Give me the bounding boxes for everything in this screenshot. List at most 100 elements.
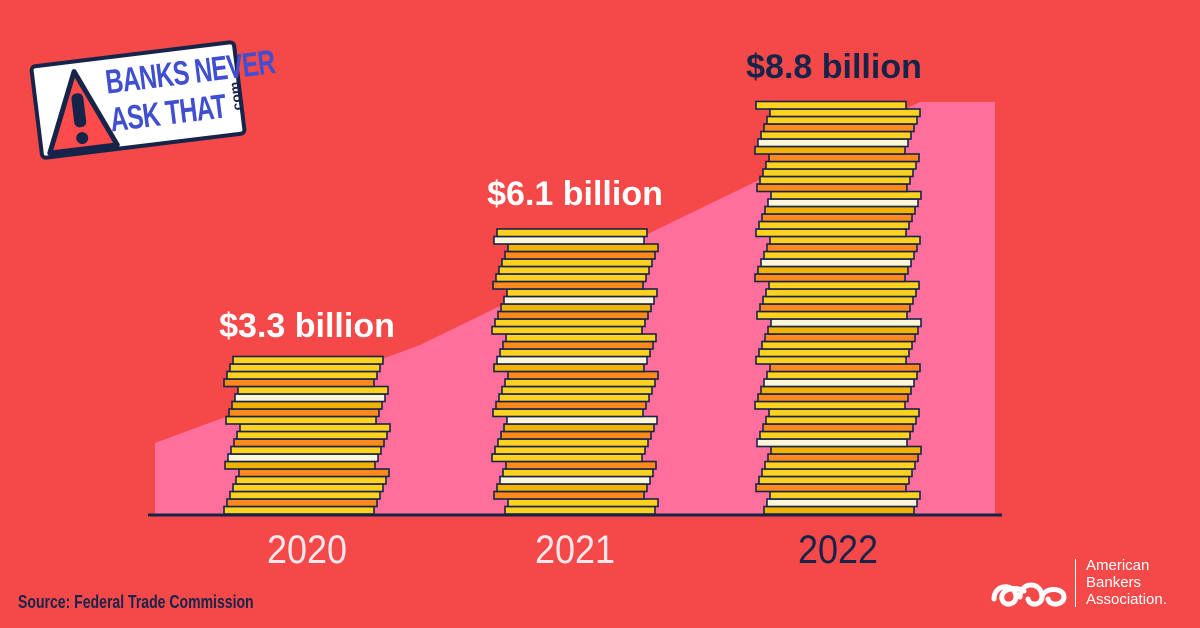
coin	[498, 393, 650, 403]
coin	[763, 378, 915, 388]
coin	[760, 385, 912, 395]
coin	[764, 333, 916, 343]
value-label-2021: $6.1 billion	[487, 175, 663, 213]
coin	[766, 115, 918, 125]
coin	[758, 475, 910, 485]
coin	[755, 100, 907, 110]
coin	[503, 423, 655, 433]
coin	[224, 460, 376, 470]
coin	[757, 265, 909, 275]
coin	[506, 415, 658, 425]
coin	[762, 168, 914, 178]
coin	[503, 295, 655, 305]
coin-stacks	[223, 100, 922, 515]
x-tick-labels: 2020 2021 2022	[267, 528, 878, 572]
coin	[495, 400, 647, 410]
coin	[492, 280, 644, 290]
coin	[767, 453, 919, 463]
coin	[765, 288, 917, 298]
coin	[766, 243, 918, 253]
coin	[501, 385, 653, 395]
coin	[239, 423, 391, 433]
coin	[766, 370, 918, 380]
coin	[754, 145, 906, 155]
coin	[493, 490, 645, 500]
coin	[232, 483, 384, 493]
logo-suffix: .com	[226, 80, 247, 116]
coin	[226, 370, 378, 380]
coin	[756, 183, 908, 193]
coin	[493, 235, 645, 245]
banks-never-ask-that-logo[interactable]: BANKS NEVER ASK THAT .com	[28, 39, 277, 161]
coin	[499, 348, 651, 358]
coin	[499, 475, 651, 485]
coin	[228, 408, 380, 418]
coin	[755, 228, 907, 238]
x-tick-2021: 2021	[535, 528, 615, 572]
coin	[230, 445, 382, 455]
coin	[755, 355, 907, 365]
coin	[764, 205, 916, 215]
coin	[494, 318, 646, 328]
coin	[765, 415, 917, 425]
coin	[236, 430, 388, 440]
coin	[769, 235, 921, 245]
coin	[238, 468, 390, 478]
coin	[502, 468, 654, 478]
coin	[767, 198, 919, 208]
coin	[765, 160, 917, 170]
coin	[235, 475, 387, 485]
aba-divider	[1075, 559, 1076, 607]
coin	[769, 490, 921, 500]
coin	[761, 468, 913, 478]
coin	[495, 273, 647, 283]
coin	[757, 138, 909, 148]
value-labels: $3.3 billion $6.1 billion $8.8 billion	[219, 48, 922, 345]
coin	[756, 310, 908, 320]
coin	[491, 453, 643, 463]
coin	[768, 280, 920, 290]
coin	[229, 363, 381, 373]
coin	[507, 370, 659, 380]
coin	[225, 415, 377, 425]
coin	[504, 505, 656, 515]
coin	[761, 213, 913, 223]
coin	[763, 250, 915, 260]
source-note: Source: Federal Trade Commission	[18, 592, 254, 612]
coin	[233, 438, 385, 448]
aba-name: American Bankers Association.	[1086, 557, 1167, 608]
coin	[763, 505, 915, 515]
coin	[496, 483, 648, 493]
coin	[234, 393, 386, 403]
coin	[766, 498, 918, 508]
coin	[763, 123, 915, 133]
coin	[755, 483, 907, 493]
coin	[232, 355, 384, 365]
coin	[768, 153, 920, 163]
value-label-2020: $3.3 billion	[219, 307, 395, 345]
coin	[500, 430, 652, 440]
coin	[237, 385, 389, 395]
coin	[758, 220, 910, 230]
x-tick-2020: 2020	[267, 528, 347, 572]
bar-2021	[491, 228, 659, 515]
coin	[759, 175, 911, 185]
coin	[227, 453, 379, 463]
coin	[756, 438, 908, 448]
coin	[754, 400, 906, 410]
coin	[507, 498, 659, 508]
coin	[504, 250, 656, 260]
coin	[223, 505, 375, 515]
aba-name-line-2: Bankers	[1086, 574, 1142, 591]
coin	[505, 460, 657, 470]
aba-name-line-3: Association.	[1086, 591, 1167, 608]
coin	[769, 108, 921, 118]
coin	[502, 340, 654, 350]
coin	[491, 325, 643, 335]
aba-logo-icon	[991, 582, 1067, 607]
coin	[496, 228, 648, 238]
coin	[754, 273, 906, 283]
coin	[504, 378, 656, 388]
aba-logo[interactable]: American Bankers Association.	[990, 555, 1190, 615]
coin	[505, 333, 657, 343]
